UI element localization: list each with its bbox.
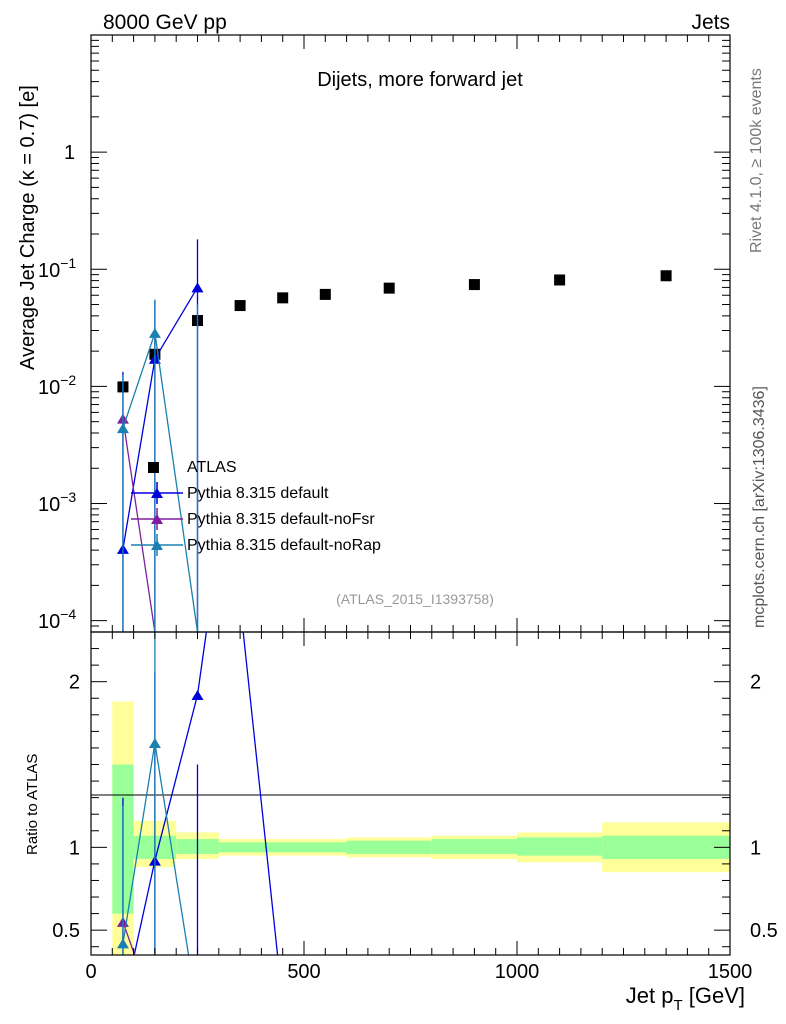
legend-label-nofsr: Pythia 8.315 default-noFsr [187, 511, 375, 528]
header-right: Jets [691, 11, 730, 34]
legend-label-atlas: ATLAS [187, 459, 237, 476]
y-tick-label-1e-1: 10−1 [38, 255, 76, 282]
main-panel: Dijets, more forward jet Average Jet Cha… [17, 34, 731, 633]
y-tick-label-1: 1 [64, 142, 75, 164]
x-tick-label: 0 [85, 961, 96, 983]
ratio-ticks [90, 632, 731, 955]
data-point-atlas [383, 282, 395, 294]
legend-marker-default [151, 488, 163, 498]
ratio-labels: 0.5 0.5 1 1 2 2 0 500 1000 1500 [52, 672, 778, 983]
main-ticks [90, 34, 731, 633]
ratio-line-pythia-8-315-default-nofsr [122, 921, 136, 955]
ratio-line-pythia-8-315-default [133, 632, 279, 955]
header-left: 8000 GeV pp [103, 11, 227, 34]
ratio-xlabel: Jet pT [GeV] [626, 983, 745, 1014]
ratio-point-pythia-8-315-default-norap [116, 938, 129, 949]
band-1sigma [517, 837, 603, 856]
ratio-y-tick-label-right: 0.5 [750, 920, 778, 942]
legend-entry-atlas: ATLAS [148, 459, 237, 476]
ratio-frame [90, 631, 731, 956]
x-tick-label: 1000 [495, 961, 540, 983]
data-point-atlas [319, 288, 331, 300]
ratio-y-tick-label: 0.5 [52, 920, 80, 942]
main-ylabel: Average Jet Charge (κ = 0.7) [e] [17, 85, 39, 370]
series-line-pythia-8-315-default [122, 287, 199, 549]
legend-marker-atlas [148, 462, 159, 473]
x-tick-label: 500 [287, 961, 320, 983]
data-point-atlas [468, 279, 480, 291]
band-1sigma [218, 842, 347, 853]
ratio-y-tick-label-right: 1 [750, 837, 761, 859]
ratio-bands [112, 701, 730, 955]
ratio-panel: 0.5 0.5 1 1 2 2 0 500 1000 1500 Ratio to ATLAS Je… [24, 631, 778, 1014]
analysis-tag: (ATLAS_2015_I1393758) [336, 591, 494, 607]
ratio-y-tick-label-right: 2 [750, 672, 761, 694]
ratio-series [116, 632, 279, 955]
y-tick-label-1e-3: 10−3 [38, 489, 76, 516]
main-title: Dijets, more forward jet [317, 69, 523, 91]
data-point-atlas [554, 274, 566, 286]
data-point-pythia-8-315-default-norap [116, 423, 129, 434]
legend-entry-nofsr: Pythia 8.315 default-noFsr [131, 508, 375, 530]
data-point-atlas [234, 300, 246, 312]
series-line-pythia-8-315-default-nofsr [122, 418, 156, 633]
ratio-point-pythia-8-315-default [191, 689, 204, 700]
y-tick-label-1e-2: 10−2 [38, 372, 76, 399]
legend: ATLAS Pythia 8.315 default Pythia 8.315 … [131, 459, 381, 556]
legend-entry-default: Pythia 8.315 default [131, 482, 329, 504]
band-1sigma [431, 839, 517, 854]
main-marks [116, 239, 672, 633]
ratio-y-tick-label: 1 [69, 837, 80, 859]
ratio-y-tick-label: 2 [69, 672, 80, 694]
data-point-atlas [660, 270, 672, 282]
legend-label-norap: Pythia 8.315 default-noRap [187, 537, 381, 554]
legend-marker-norap [151, 540, 163, 550]
ratio-line-pythia-8-315-default-norap [122, 742, 190, 955]
y-tick-label-1e-4: 10−4 [38, 606, 76, 633]
legend-label-default: Pythia 8.315 default [187, 485, 329, 502]
ratio-ylabel: Ratio to ATLAS [24, 754, 41, 855]
rivet-label: Rivet 4.1.0, ≥ 100k events [748, 68, 765, 253]
band-1sigma [346, 840, 432, 854]
ratio-marks [116, 632, 279, 955]
band-1sigma [602, 835, 730, 859]
data-point-atlas [277, 292, 289, 304]
data-point-pythia-8-315-default-norap [148, 327, 161, 338]
legend-entry-norap: Pythia 8.315 default-noRap [131, 534, 381, 556]
x-tick-label: 1500 [708, 961, 753, 983]
legend-marker-nofsr [151, 514, 163, 524]
data-point-pythia-8-315-default [191, 282, 204, 293]
main-y-tick-labels: 10−4 10−3 10−2 10−1 1 [38, 142, 76, 633]
ratio-point-pythia-8-315-default-norap [148, 737, 161, 748]
mcplots-label: mcplots.cern.ch [arXiv:1306.3436] [751, 386, 768, 628]
